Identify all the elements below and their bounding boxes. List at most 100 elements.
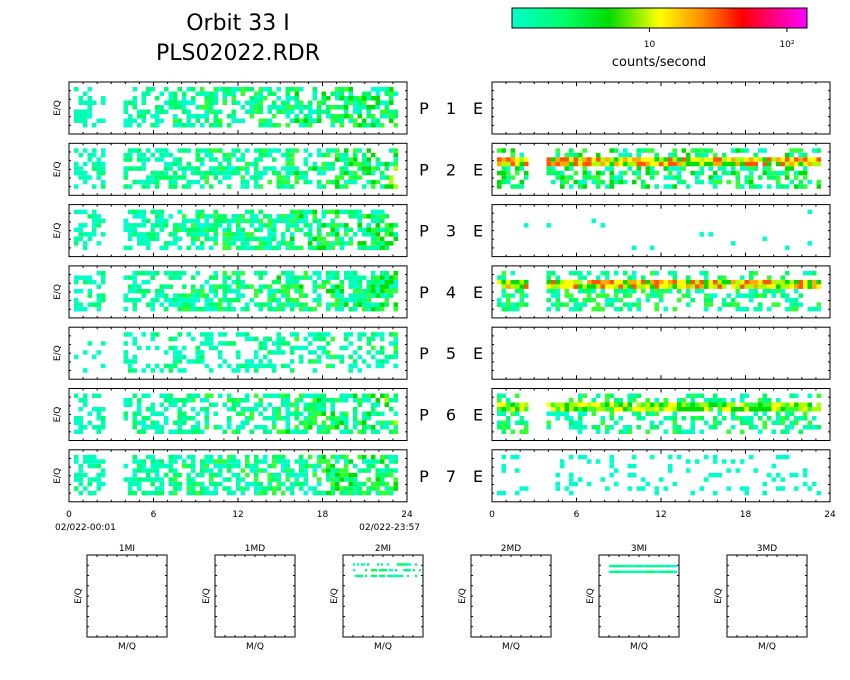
heat-cell [267, 481, 272, 487]
heat-cell [348, 393, 353, 398]
time-tick-label: 6 [151, 510, 157, 520]
heat-cell [353, 477, 358, 482]
heat-cell [384, 214, 389, 219]
heat-cell [366, 114, 371, 119]
heat-cell [276, 87, 281, 92]
heat-cell [785, 402, 790, 407]
heat-cell [83, 306, 88, 312]
heat-cell [317, 332, 322, 337]
heat-cell [209, 227, 214, 233]
heat-cell [74, 288, 79, 294]
heat-cell [366, 468, 371, 473]
heat-cell [780, 402, 785, 407]
heat-cell [132, 302, 137, 307]
heat-cell [146, 232, 151, 237]
heat-cell [344, 148, 349, 153]
heat-cell [740, 166, 745, 171]
mass-panel-title: 3MI [631, 544, 647, 554]
heat-cell [272, 454, 277, 460]
heat-cell [704, 402, 709, 407]
heat-cell [263, 425, 268, 430]
mass-cell [377, 563, 379, 566]
heat-cell [578, 407, 583, 412]
heat-cell [794, 184, 799, 189]
heat-cell [78, 114, 83, 119]
heat-cell [173, 359, 178, 364]
heat-cell [726, 302, 731, 307]
heat-cell [362, 184, 367, 189]
heat-cell [164, 416, 169, 421]
heat-cell [713, 459, 718, 464]
heat-cell [321, 284, 326, 289]
heat-cell [204, 223, 209, 228]
heat-cell [573, 270, 578, 276]
mass-cell [409, 568, 411, 572]
heat-cell [168, 363, 173, 369]
heat-cell [812, 279, 817, 285]
heat-cell [101, 148, 106, 153]
heat-cell [200, 241, 205, 246]
heat-cell [803, 468, 808, 473]
heat-cell [96, 425, 101, 430]
heat-cell [218, 297, 223, 303]
panel-e-label: E [473, 99, 483, 118]
heat-cell [353, 306, 358, 312]
heat-cell [312, 486, 317, 491]
mass-cell [399, 563, 401, 566]
heat-cell [326, 245, 331, 251]
heat-cell [96, 411, 101, 416]
heat-cell [344, 166, 349, 171]
heat-cell [200, 284, 205, 289]
heat-cell [600, 179, 605, 185]
heat-cell [74, 109, 79, 114]
heat-cell [380, 393, 385, 398]
heat-cell [312, 490, 317, 496]
heat-cell [371, 463, 376, 469]
heat-cell [771, 420, 776, 425]
heat-cell [177, 359, 182, 364]
heat-cell [123, 350, 128, 355]
heat-cell [348, 363, 353, 369]
heat-cell [83, 368, 88, 373]
heat-cell [317, 463, 322, 469]
heat-cell [159, 368, 164, 373]
mass-cell [407, 563, 409, 566]
heat-cell [762, 161, 767, 167]
heat-cell [96, 170, 101, 176]
heat-cell [335, 232, 340, 237]
heat-cell [173, 241, 178, 246]
heat-cell [132, 166, 137, 171]
heat-cell [614, 175, 619, 180]
heat-cell [632, 161, 637, 167]
heat-cell [213, 459, 218, 464]
heat-cell [677, 288, 682, 294]
heat-cell [132, 148, 137, 153]
heat-cell [173, 236, 178, 242]
heat-cell [231, 429, 236, 434]
heat-cell [335, 214, 340, 219]
heat-cell [209, 236, 214, 242]
heat-cell [803, 411, 808, 416]
heat-cell [380, 472, 385, 478]
heat-cell [717, 411, 722, 416]
mass-panel-frame [726, 554, 808, 638]
heat-cell [137, 123, 142, 128]
heat-cell [384, 105, 389, 110]
heat-cell [240, 232, 245, 237]
heat-cell [812, 306, 817, 312]
heat-cell [159, 109, 164, 114]
heat-cell [339, 411, 344, 416]
heat-cell [393, 429, 398, 434]
heat-cell [344, 87, 349, 92]
heat-cell [767, 472, 772, 478]
heat-cell [672, 184, 677, 189]
heat-cell [587, 402, 592, 407]
mass-xlabel: M/Q [374, 642, 392, 652]
heat-cell [578, 416, 583, 421]
heat-cell [132, 411, 137, 416]
heat-cell [92, 354, 97, 360]
heat-cell [141, 96, 146, 101]
heat-cell [132, 416, 137, 421]
heat-cell [195, 425, 200, 430]
